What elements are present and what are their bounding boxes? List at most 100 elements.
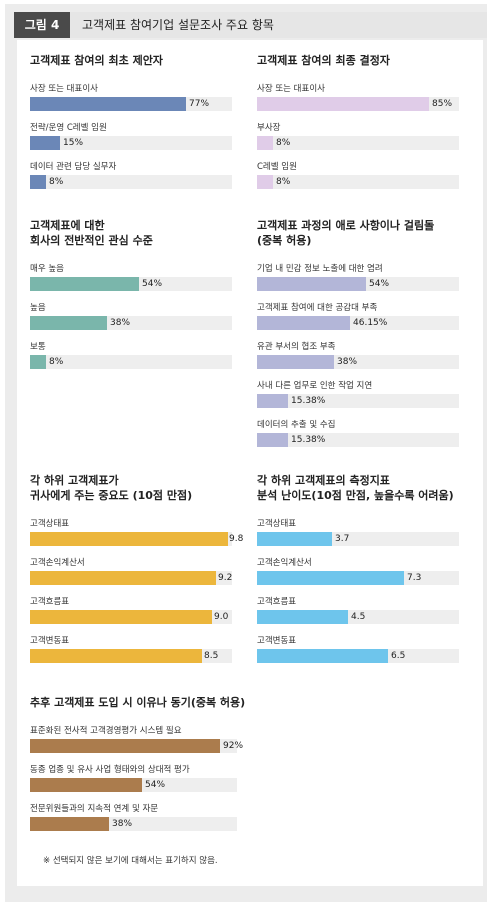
bar-item: 고객흐름표 4.5 [257, 595, 459, 625]
footnote: ※ 선택되지 않은 보기에 대해서는 표기하지 않음. [43, 856, 218, 866]
figure-header: 그림 4 고객제표 참여기업 설문조사 주요 항목 [14, 12, 487, 38]
figure-label: 그림 4 [14, 12, 70, 38]
bar-item: 고객손익계산서 7.3 [257, 556, 459, 586]
bar-item: 고객변동표 8.5 [30, 634, 232, 664]
bar-track: 85% [257, 97, 459, 111]
chart-title: 추후 고객제표 도입 시 이유나 동기(중복 허용) [30, 695, 245, 710]
bar [30, 277, 139, 291]
bar-track: 38% [257, 355, 459, 369]
category-label: 매우 높음 [30, 264, 64, 274]
chart-title-line: 추후 고객제표 도입 시 이유나 동기(중복 허용) [30, 696, 246, 709]
bar-item: 매우 높음 54% [30, 262, 232, 292]
bar-track: 38% [30, 817, 237, 831]
category-label: 고객흐름표 [257, 597, 297, 607]
value-label: 54% [369, 279, 390, 289]
bar-item: 유관 부서의 협조 부족 38% [257, 340, 459, 370]
bar-item: 데이터의 추출 및 수집 15.38% [257, 418, 459, 448]
value-label: 9.2 [218, 573, 233, 583]
bar-track: 9.8 [30, 532, 243, 546]
bar-track: 54% [30, 277, 232, 291]
value-label: 15% [63, 138, 84, 148]
bar-track: 8% [257, 175, 459, 189]
bar-item: 사내 다른 업무로 인한 작업 지연 15.38% [257, 379, 459, 409]
chart-title-line: 분석 난이도(10점 만점, 높을수록 어려움) [257, 489, 454, 502]
value-label: 8% [49, 357, 64, 367]
value-label: 92% [223, 741, 244, 751]
bar-track: 38% [30, 316, 232, 330]
chart-title-line: 고객제표 참여의 최종 결정자 [257, 54, 390, 67]
value-label: 8.5 [204, 651, 219, 661]
bar [257, 571, 404, 585]
chart-title-line: 귀사에게 주는 중요도 (10점 만점) [30, 489, 193, 502]
bar [257, 649, 388, 663]
bar-track: 15.38% [257, 394, 459, 408]
category-label: 고객변동표 [257, 636, 297, 646]
value-label: 15.38% [291, 435, 326, 445]
chart-title-line: 각 하위 고객제표의 측정지표 [257, 474, 390, 487]
bar [30, 355, 46, 369]
bar [257, 136, 273, 150]
bar-track: 77% [30, 97, 232, 111]
category-label: 표준화된 전사적 고객경영평가 시스템 필요 [30, 726, 182, 736]
bar [30, 649, 202, 663]
bar-track: 9.2 [30, 571, 232, 585]
bar-track: 8.5 [30, 649, 232, 663]
category-label: 고객제표 참여에 대한 공감대 부족 [257, 303, 378, 313]
category-label: C레벨 임원 [257, 162, 297, 172]
bar-item: 표준화된 전사적 고객경영평가 시스템 필요 92% [30, 724, 243, 754]
bar-item: 사장 또는 대표이사 77% [30, 82, 232, 112]
bar-item: 고객흐름표 9.0 [30, 595, 232, 625]
value-label: 8% [276, 177, 291, 187]
value-label: 8% [49, 177, 64, 187]
value-label: 54% [142, 279, 163, 289]
bar-item: 고객손익계산서 9.2 [30, 556, 232, 586]
bar-item: 전문위원들과의 지속적 연계 및 자문 38% [30, 802, 237, 832]
bar-track: 15.38% [257, 433, 459, 447]
chart-title: 고객제표 참여의 최초 제안자 [30, 53, 163, 68]
chart-title: 고객제표 참여의 최종 결정자 [257, 53, 390, 68]
bar-track: 92% [30, 739, 243, 753]
bar-item: 사장 또는 대표이사 85% [257, 82, 459, 112]
bar-track: 4.5 [257, 610, 459, 624]
bar-item: 고객변동표 6.5 [257, 634, 459, 664]
bar [257, 433, 288, 447]
category-label: 보통 [30, 342, 46, 352]
value-label: 46.15% [353, 318, 388, 328]
category-label: 고객상태표 [30, 519, 70, 529]
bar [257, 610, 348, 624]
chart-title-line: 회사의 전반적인 관심 수준 [30, 234, 153, 247]
bar [257, 532, 332, 546]
category-label: 고객흐름표 [30, 597, 70, 607]
bar-track: 8% [30, 355, 232, 369]
category-label: 유관 부서의 협조 부족 [257, 342, 336, 352]
bar [30, 817, 109, 831]
bar-track: 9.0 [30, 610, 232, 624]
value-label: 38% [337, 357, 358, 367]
value-label: 7.3 [407, 573, 422, 583]
bar-track: 46.15% [257, 316, 459, 330]
bar-item: C레벨 임원 8% [257, 160, 459, 190]
chart-title: 고객제표 과정의 애로 사항이나 걸림돌 (중복 허용) [257, 218, 434, 248]
chart-title-line: 각 하위 고객제표가 [30, 474, 119, 487]
bar [257, 394, 288, 408]
bar-track: 54% [30, 778, 237, 792]
figure-title: 고객제표 참여기업 설문조사 주요 항목 [82, 18, 274, 32]
bar [30, 136, 60, 150]
bar-track: 54% [257, 277, 459, 291]
bar [257, 175, 273, 189]
bar-item: 높음 38% [30, 301, 232, 331]
category-label: 고객변동표 [30, 636, 70, 646]
bar [30, 778, 142, 792]
category-label: 고객손익계산서 [257, 558, 312, 568]
bar [257, 277, 366, 291]
bar-item: 데이터 관련 담당 실무자 8% [30, 160, 232, 190]
bar [257, 316, 350, 330]
category-label: 높음 [30, 303, 46, 313]
bar [30, 316, 107, 330]
value-label: 54% [145, 780, 166, 790]
value-label: 38% [112, 819, 133, 829]
chart-title-line: 고객제표에 대한 [30, 219, 105, 232]
